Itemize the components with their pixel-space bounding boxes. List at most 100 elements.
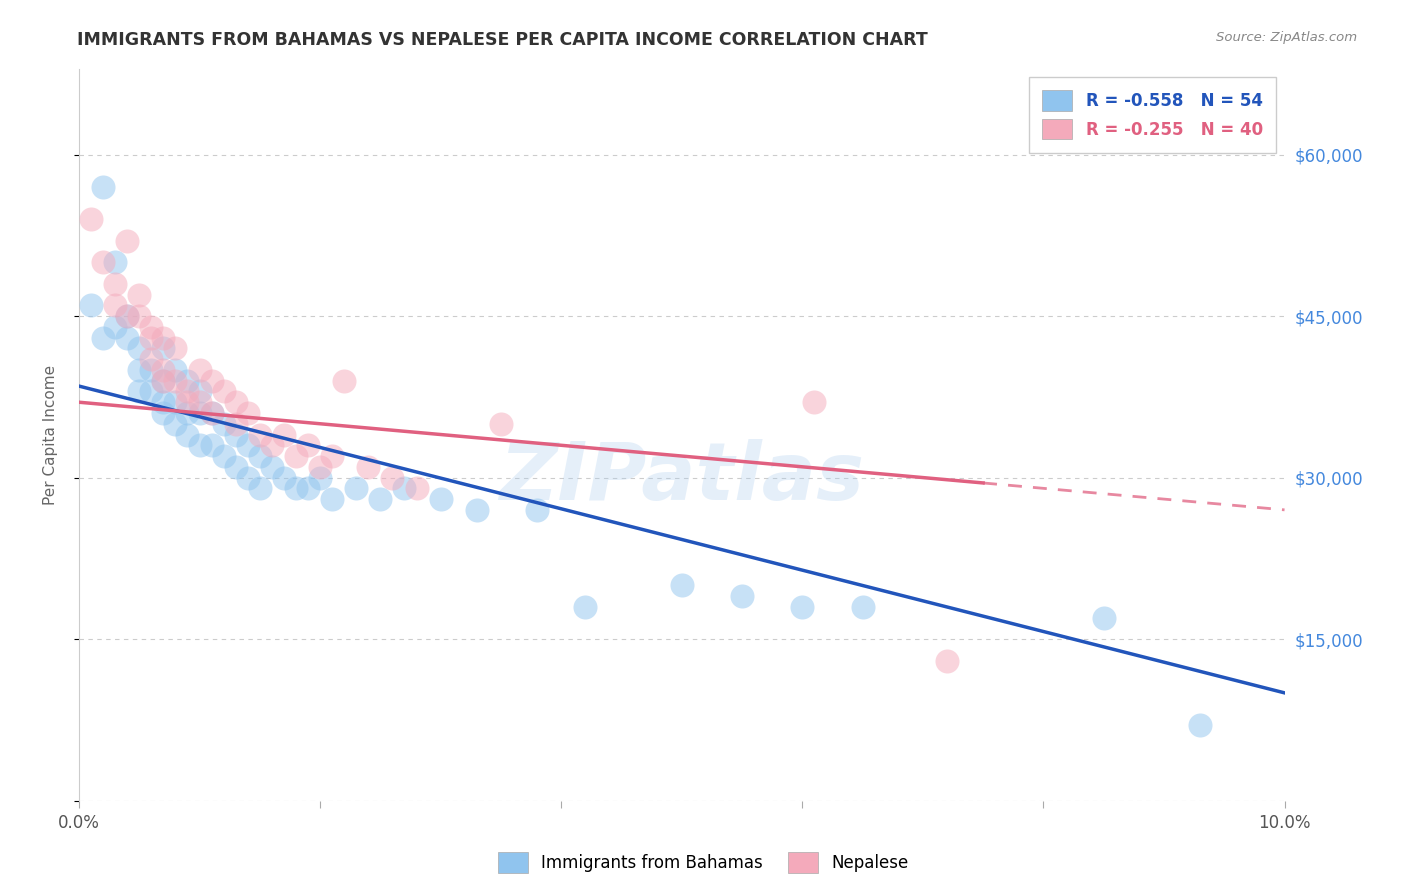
Point bbox=[236, 406, 259, 420]
Point bbox=[165, 374, 187, 388]
Point bbox=[200, 406, 222, 420]
Point bbox=[104, 277, 127, 291]
Point bbox=[200, 438, 222, 452]
Point bbox=[104, 298, 127, 312]
Point bbox=[212, 449, 235, 463]
Point bbox=[309, 470, 332, 484]
Text: Source: ZipAtlas.com: Source: ZipAtlas.com bbox=[1216, 31, 1357, 45]
Point bbox=[128, 363, 150, 377]
Point bbox=[284, 449, 307, 463]
Point bbox=[236, 470, 259, 484]
Point bbox=[526, 503, 548, 517]
Point bbox=[936, 654, 959, 668]
Point bbox=[309, 459, 332, 474]
Point bbox=[465, 503, 488, 517]
Point bbox=[273, 427, 295, 442]
Y-axis label: Per Capita Income: Per Capita Income bbox=[44, 365, 58, 505]
Point bbox=[260, 459, 283, 474]
Point bbox=[165, 417, 187, 431]
Point bbox=[249, 427, 271, 442]
Point bbox=[128, 309, 150, 323]
Point bbox=[91, 331, 114, 345]
Point bbox=[91, 255, 114, 269]
Point bbox=[176, 395, 198, 409]
Legend: Immigrants from Bahamas, Nepalese: Immigrants from Bahamas, Nepalese bbox=[491, 846, 915, 880]
Point bbox=[297, 481, 319, 495]
Point bbox=[731, 589, 754, 603]
Point bbox=[225, 395, 247, 409]
Point bbox=[165, 363, 187, 377]
Point bbox=[381, 470, 404, 484]
Point bbox=[115, 331, 138, 345]
Point bbox=[141, 384, 163, 399]
Point bbox=[297, 438, 319, 452]
Point bbox=[152, 374, 174, 388]
Text: ZIPatlas: ZIPatlas bbox=[499, 440, 865, 517]
Point bbox=[176, 384, 198, 399]
Point bbox=[429, 492, 451, 507]
Point bbox=[152, 406, 174, 420]
Point bbox=[200, 406, 222, 420]
Point bbox=[260, 438, 283, 452]
Point bbox=[141, 363, 163, 377]
Point bbox=[394, 481, 416, 495]
Point bbox=[1092, 610, 1115, 624]
Point bbox=[165, 342, 187, 356]
Point bbox=[792, 599, 814, 614]
Point bbox=[141, 319, 163, 334]
Point bbox=[405, 481, 427, 495]
Point bbox=[357, 459, 380, 474]
Point bbox=[104, 255, 127, 269]
Point bbox=[236, 438, 259, 452]
Point bbox=[225, 459, 247, 474]
Point bbox=[115, 234, 138, 248]
Point bbox=[128, 287, 150, 301]
Point bbox=[200, 374, 222, 388]
Point bbox=[249, 449, 271, 463]
Point bbox=[141, 331, 163, 345]
Point bbox=[128, 384, 150, 399]
Point bbox=[188, 384, 211, 399]
Point bbox=[152, 395, 174, 409]
Text: IMMIGRANTS FROM BAHAMAS VS NEPALESE PER CAPITA INCOME CORRELATION CHART: IMMIGRANTS FROM BAHAMAS VS NEPALESE PER … bbox=[77, 31, 928, 49]
Point bbox=[152, 363, 174, 377]
Point bbox=[225, 427, 247, 442]
Point bbox=[152, 374, 174, 388]
Point bbox=[115, 309, 138, 323]
Point bbox=[803, 395, 825, 409]
Point bbox=[104, 319, 127, 334]
Point bbox=[273, 470, 295, 484]
Point bbox=[91, 180, 114, 194]
Point bbox=[128, 342, 150, 356]
Point bbox=[344, 481, 367, 495]
Point bbox=[249, 481, 271, 495]
Point bbox=[141, 352, 163, 367]
Point bbox=[80, 212, 103, 227]
Point bbox=[851, 599, 873, 614]
Point bbox=[212, 417, 235, 431]
Point bbox=[176, 374, 198, 388]
Point bbox=[188, 406, 211, 420]
Point bbox=[321, 449, 343, 463]
Point bbox=[80, 298, 103, 312]
Point bbox=[152, 342, 174, 356]
Point bbox=[1189, 718, 1212, 732]
Point bbox=[671, 578, 693, 592]
Point bbox=[176, 427, 198, 442]
Point bbox=[188, 363, 211, 377]
Point bbox=[489, 417, 512, 431]
Point bbox=[333, 374, 356, 388]
Point bbox=[176, 406, 198, 420]
Point bbox=[321, 492, 343, 507]
Legend: R = -0.558   N = 54, R = -0.255   N = 40: R = -0.558 N = 54, R = -0.255 N = 40 bbox=[1029, 77, 1277, 153]
Point bbox=[574, 599, 596, 614]
Point bbox=[152, 331, 174, 345]
Point bbox=[225, 417, 247, 431]
Point bbox=[212, 384, 235, 399]
Point bbox=[115, 309, 138, 323]
Point bbox=[188, 438, 211, 452]
Point bbox=[165, 395, 187, 409]
Point bbox=[284, 481, 307, 495]
Point bbox=[370, 492, 392, 507]
Point bbox=[188, 395, 211, 409]
